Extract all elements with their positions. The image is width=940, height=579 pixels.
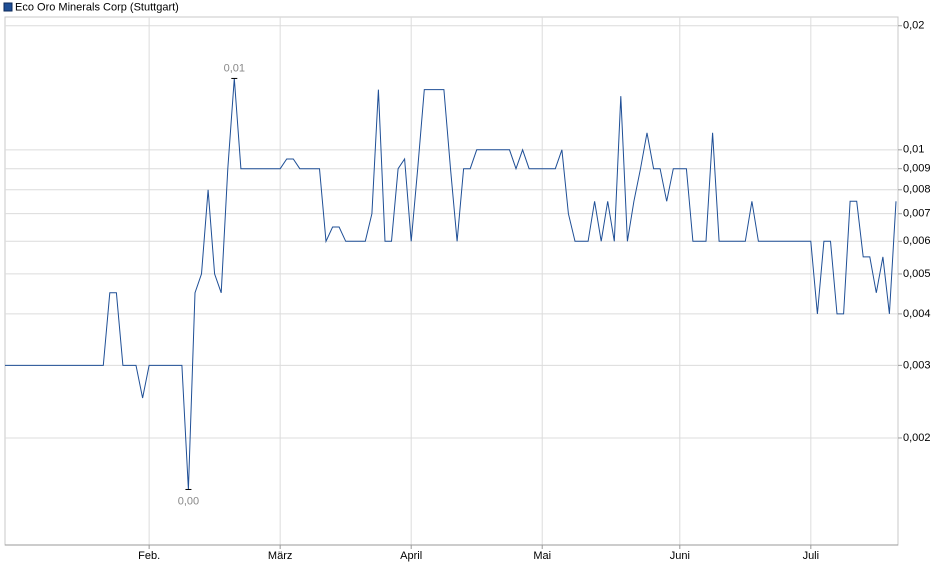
- x-tick-label: Juli: [803, 550, 820, 562]
- x-tick-label: Juni: [670, 550, 690, 562]
- price-line: [5, 78, 897, 490]
- x-tick-label: Mai: [533, 550, 551, 562]
- x-tick-label: Feb.: [138, 550, 160, 562]
- y-tick-label: 0,004: [903, 308, 931, 320]
- y-tick-label: 0,006: [903, 235, 931, 247]
- y-tick-label: 0,01: [903, 144, 924, 156]
- legend-swatch: [3, 2, 13, 12]
- plot-area: [4, 16, 899, 546]
- y-tick-label: 0,002: [903, 432, 931, 444]
- x-tick-label: März: [268, 550, 292, 562]
- y-tick-label: 0,008: [903, 184, 931, 196]
- y-tick-label: 0,005: [903, 268, 931, 280]
- y-tick-label: 0,003: [903, 359, 931, 371]
- x-tick-label: April: [400, 550, 422, 562]
- y-tick-label: 0,007: [903, 208, 931, 220]
- legend-label: Eco Oro Minerals Corp (Stuttgart): [15, 1, 179, 13]
- value-label: 0,01: [224, 62, 245, 74]
- y-tick-label: 0,009: [903, 163, 931, 175]
- value-label: 0,00: [178, 495, 199, 507]
- y-tick-label: 0,02: [903, 20, 924, 32]
